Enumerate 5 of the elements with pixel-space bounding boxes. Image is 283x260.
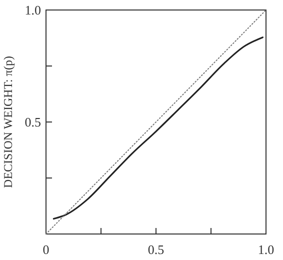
- x-tick-label: 1.0: [258, 242, 274, 257]
- x-tick-label: 0: [42, 242, 50, 257]
- x-tick-label: 0.5: [148, 242, 164, 257]
- line-series: [52, 36, 264, 220]
- y-axis-title: DECISION WEIGHT: π(p): [1, 56, 15, 188]
